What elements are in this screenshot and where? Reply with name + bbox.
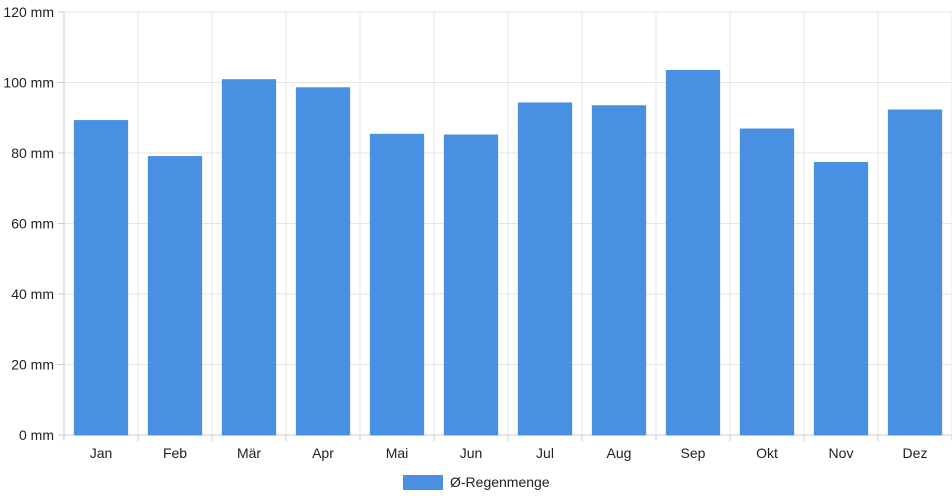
x-tick-label: Jun: [460, 445, 483, 461]
axes: 0 mm 20 mm 40 mm 60 mm 80 mm 100 mm 120 mm Jan F…: [3, 4, 952, 461]
y-tick-label: 0 mm: [19, 427, 54, 443]
x-tick-label: Sep: [681, 445, 706, 461]
x-tick-label: Feb: [163, 445, 187, 461]
x-tick-label: Aug: [607, 445, 632, 461]
y-tick-label: 120 mm: [3, 4, 54, 20]
bar-mai: [369, 133, 425, 436]
legend[interactable]: Ø-Regenmenge: [403, 474, 550, 490]
bar-aug: [591, 105, 647, 436]
bar-apr: [295, 87, 351, 436]
bar-jun: [443, 134, 499, 436]
x-tick-label: Nov: [829, 445, 854, 461]
bar-nov: [813, 162, 869, 436]
grid: [63, 11, 952, 436]
y-tick-label: 80 mm: [11, 145, 54, 161]
y-tick-label: 60 mm: [11, 216, 54, 232]
y-tick-label: 40 mm: [11, 286, 54, 302]
x-tick-label: Okt: [756, 445, 778, 461]
x-tick-label: Mär: [237, 445, 261, 461]
y-tick-label: 100 mm: [3, 75, 54, 91]
x-tick-label: Jul: [536, 445, 554, 461]
legend-swatch: [403, 475, 443, 490]
bar-feb: [147, 156, 203, 436]
x-tick-label: Mai: [386, 445, 409, 461]
bars: [73, 70, 943, 436]
x-tick-label: Apr: [312, 445, 334, 461]
y-tick-label: 20 mm: [11, 357, 54, 373]
bar-mär: [221, 79, 277, 436]
bar-dez: [887, 109, 943, 436]
bar-jan: [73, 120, 129, 436]
bar-okt: [739, 128, 795, 436]
x-tick-label: Jan: [90, 445, 113, 461]
bar-jul: [517, 102, 573, 436]
legend-label: Ø-Regenmenge: [450, 474, 550, 490]
x-tick-label: Dez: [903, 445, 928, 461]
bar-sep: [665, 70, 721, 436]
